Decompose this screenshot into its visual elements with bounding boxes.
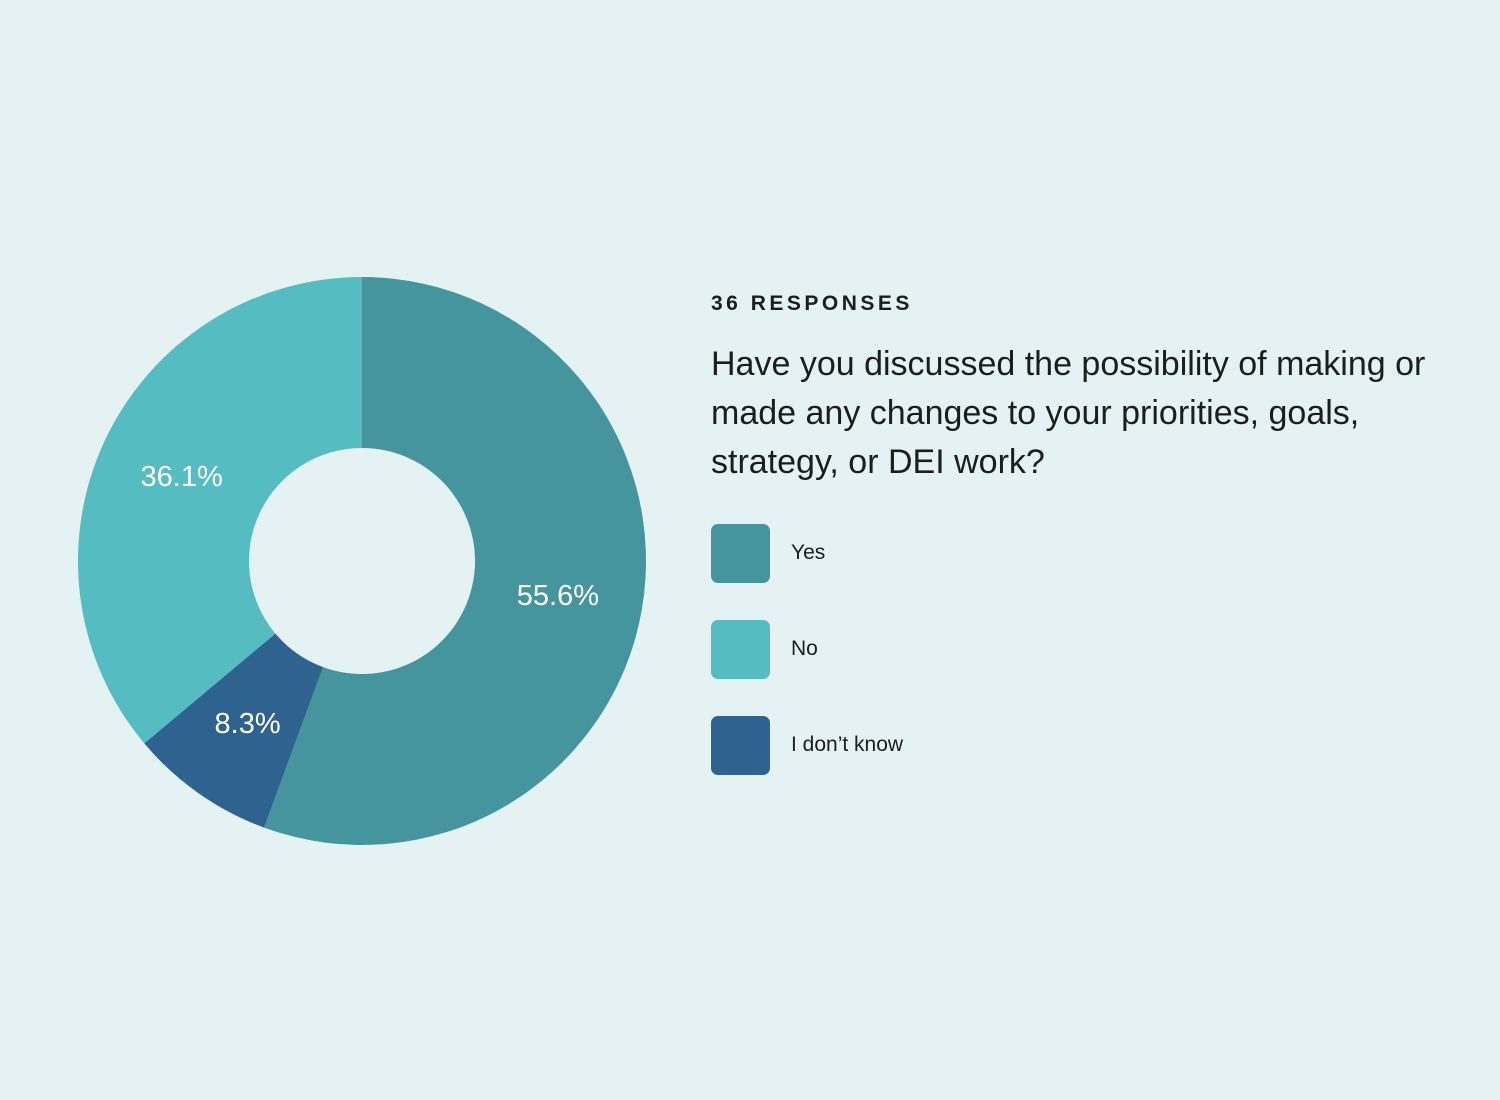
slice-i-don-t-know xyxy=(144,633,324,828)
responses-count: 36 RESPONSES xyxy=(711,292,913,315)
legend: Yes No I don’t know xyxy=(711,523,1471,775)
slice-label-no: 36.1% xyxy=(141,461,223,493)
legend-item-no: No xyxy=(711,619,1471,679)
legend-swatch-yes xyxy=(711,523,770,583)
slice-label-i-don-t-know: 8.3% xyxy=(215,708,281,740)
legend-label-yes: Yes xyxy=(791,541,826,564)
legend-swatch-no xyxy=(711,619,770,679)
legend-label-dont-know: I don’t know xyxy=(791,733,904,756)
survey-question: Have you discussed the possibility of ma… xyxy=(711,345,1426,481)
legend-item-dont-know: I don’t know xyxy=(711,715,1471,775)
donut-chart: 55.6% 8.3% 36.1% xyxy=(77,277,647,846)
legend-label-no: No xyxy=(791,637,818,660)
slice-label-yes: 55.6% xyxy=(517,580,599,612)
slice-yes xyxy=(264,277,647,846)
slice-labels: 55.6% 8.3% 36.1% xyxy=(141,461,599,740)
legend-item-yes: Yes xyxy=(711,523,1471,583)
slice-no xyxy=(77,277,363,744)
donut-slices xyxy=(77,277,647,846)
chart-info-panel: 36 RESPONSES Have you discussed the poss… xyxy=(711,288,1471,811)
legend-swatch-dont-know xyxy=(711,715,770,775)
